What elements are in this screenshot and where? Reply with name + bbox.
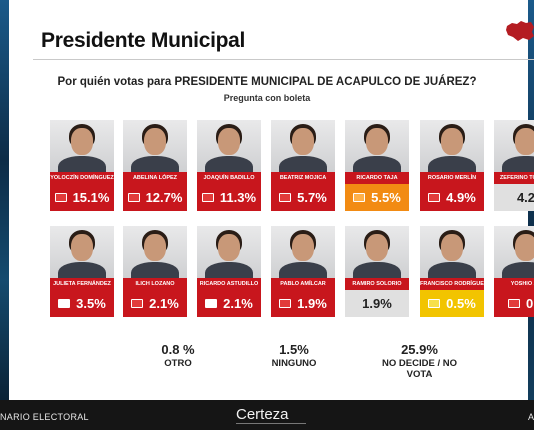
other-answer: 25.9% NO DECIDE / NO VOTA	[372, 342, 467, 380]
party-logo-icon	[353, 193, 366, 202]
vote-percentage-bar: 11.3%	[197, 184, 261, 211]
vote-value: 11.3%	[219, 190, 257, 205]
candidate-name: BEATRIZ MOJICA	[271, 172, 335, 184]
candidate-photo	[345, 120, 409, 172]
party-logo-icon	[507, 299, 520, 308]
party-logo-icon	[127, 193, 140, 202]
survey-question: Por quién votas para PRESIDENTE MUNICIPA…	[57, 76, 477, 88]
candidate-photo	[123, 226, 187, 278]
footer-left-text: NARIO ELECTORAL	[0, 412, 89, 422]
vote-percentage-bar: 4.9%	[420, 184, 484, 211]
vote-value: 1.9%	[297, 296, 327, 311]
other-answer-value: 0.8 %	[161, 342, 195, 357]
candidate-name: JULIETA FERNÁNDEZ	[50, 278, 114, 290]
party-logo-icon	[205, 299, 218, 308]
candidate-name: ILICH LOZANO	[123, 278, 187, 290]
vote-value: 1.9%	[362, 296, 392, 311]
vote-percentage-bar: 1.9%	[345, 290, 409, 317]
other-answer: 0.8 % OTRO	[148, 342, 208, 369]
vote-percentage-bar: 12.7%	[123, 184, 187, 211]
candidate-photo	[494, 120, 534, 172]
vote-value: 4.2	[516, 190, 534, 205]
candidate-name: JOAQUÍN BADILLO	[197, 172, 261, 184]
candidate-photo	[123, 120, 187, 172]
candidate-name: PABLO AMÍLCAR	[271, 278, 335, 290]
vote-value: 0.4	[525, 296, 534, 311]
vote-value: 12.7%	[145, 190, 183, 205]
candidate-photo	[271, 226, 335, 278]
candidate-name: ROSARIO MERLÍN	[420, 172, 484, 184]
vote-percentage-bar: 5.5%	[345, 184, 409, 211]
vote-value: 4.9%	[446, 190, 476, 205]
candidate-photo	[420, 120, 484, 172]
candidate-photo	[197, 120, 261, 172]
vote-value: 2.1%	[223, 296, 253, 311]
candidate-photo	[345, 226, 409, 278]
vote-percentage-bar: 1.9%	[271, 290, 335, 317]
vote-value: 15.1%	[72, 190, 110, 205]
vote-value: 2.1%	[149, 296, 179, 311]
candidate-photo	[271, 120, 335, 172]
other-answer-label: OTRO	[164, 358, 192, 369]
candidate-name: YOSHIO ÁV	[494, 278, 534, 290]
vote-percentage-bar: 4.2	[494, 184, 534, 211]
left-background-stripe	[0, 0, 9, 400]
vote-value: 0.5%	[446, 296, 476, 311]
party-logo-icon	[428, 299, 441, 308]
candidate-name: RICARDO ASTUDILLO	[197, 278, 261, 290]
logo-underline	[236, 423, 306, 424]
party-logo-icon	[131, 299, 144, 308]
vote-percentage-bar: 15.1%	[50, 184, 114, 211]
vote-percentage-bar: 5.7%	[271, 184, 335, 211]
candidate-photo	[50, 120, 114, 172]
candidate-name: RICARDO TAJA	[345, 172, 409, 184]
vote-percentage-bar: 2.1%	[123, 290, 187, 317]
other-answer-value: 1.5%	[279, 342, 309, 357]
footer-right-text: A	[528, 412, 534, 422]
candidate-photo	[50, 226, 114, 278]
other-answer-label: NINGUNO	[271, 358, 317, 369]
vote-percentage-bar: 0.5%	[420, 290, 484, 317]
candidate-name: FRANCISCO RODRÍGUEZ	[420, 278, 484, 290]
certeza-logo: Certeza	[236, 406, 289, 423]
vote-value: 5.5%	[371, 190, 401, 205]
party-logo-icon	[279, 193, 292, 202]
party-logo-icon	[54, 193, 67, 202]
survey-subquestion: Pregunta con boleta	[223, 93, 311, 103]
candidate-name: ZEFERINO TORRES	[494, 172, 534, 184]
vote-value: 3.5%	[76, 296, 106, 311]
vote-percentage-bar: 3.5%	[50, 290, 114, 317]
other-answer-label: NO DECIDE / NO VOTA	[382, 358, 457, 380]
party-logo-icon	[58, 299, 71, 308]
vote-value: 5.7%	[297, 190, 327, 205]
candidate-photo	[197, 226, 261, 278]
candidate-photo	[494, 226, 534, 278]
page-title: Presidente Municipal	[41, 29, 246, 52]
party-logo-icon	[201, 193, 214, 202]
candidate-name: ABELINA LÓPEZ	[123, 172, 187, 184]
candidate-photo	[420, 226, 484, 278]
vote-percentage-bar: 2.1%	[197, 290, 261, 317]
candidate-name: YOLOCZÍN DOMÍNGUEZ	[50, 172, 114, 184]
party-logo-icon	[428, 193, 441, 202]
footer-bar	[0, 400, 534, 430]
title-divider	[33, 59, 534, 60]
state-map-icon	[506, 21, 534, 41]
other-answer-value: 25.9%	[401, 342, 438, 357]
other-answer: 1.5% NINGUNO	[264, 342, 324, 369]
candidate-name: RAMIRO SOLORIO	[345, 278, 409, 290]
party-logo-icon	[279, 299, 292, 308]
vote-percentage-bar: 0.4	[494, 290, 534, 317]
